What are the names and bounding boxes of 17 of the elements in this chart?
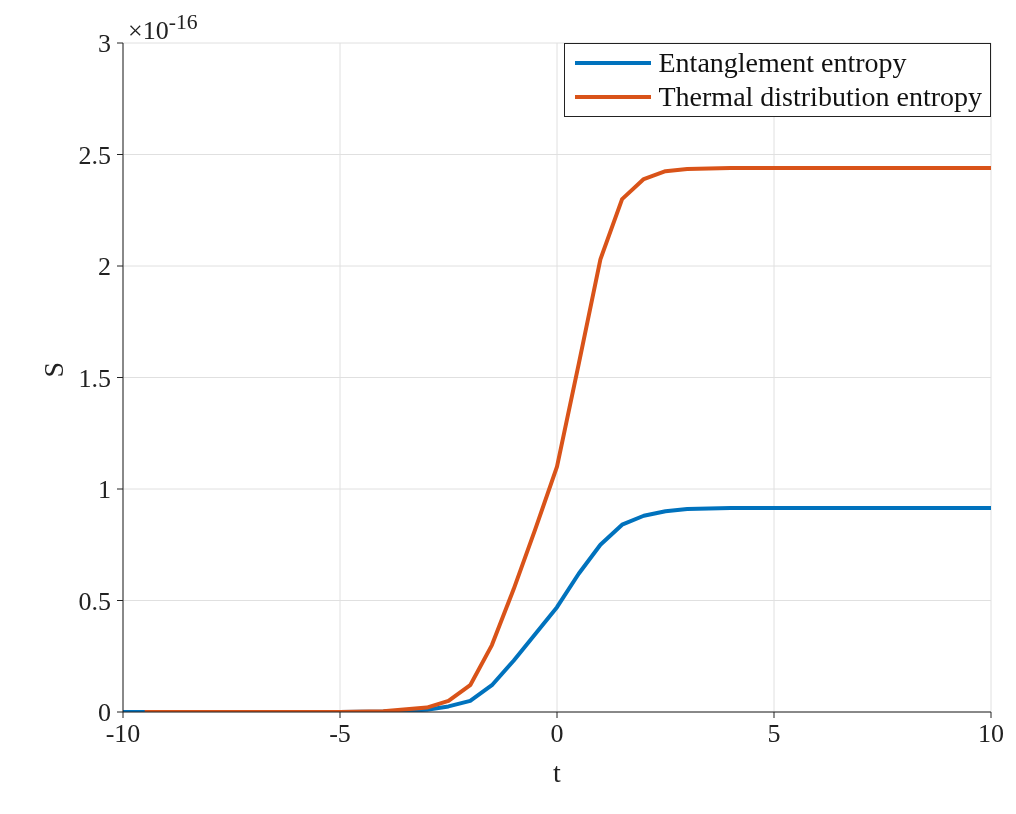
y-tick-label: 2 (98, 252, 111, 282)
x-tick-label: -5 (329, 719, 351, 749)
x-axis-title: t (553, 757, 562, 788)
legend-label: Thermal distribution entropy (658, 80, 982, 114)
x-tick-label: 5 (767, 719, 781, 749)
annotation: ×10$^{-16}$ (128, 10, 198, 46)
legend-label: Entanglement entropy (658, 46, 907, 80)
x-tick-label: 10 (978, 719, 1004, 749)
y-axis-title: S (37, 361, 69, 378)
y-tick-label: 0.5 (78, 586, 111, 616)
y-tick-label: 2.5 (78, 140, 111, 170)
x-tick-label: 0 (550, 719, 564, 749)
y-tick-label: 0 (98, 698, 111, 728)
y-tick-label: 1.5 (78, 363, 111, 393)
line-series (142, 165, 991, 712)
y-tick-label: 1 (98, 475, 111, 505)
y-tick-label: 3 (98, 29, 111, 59)
